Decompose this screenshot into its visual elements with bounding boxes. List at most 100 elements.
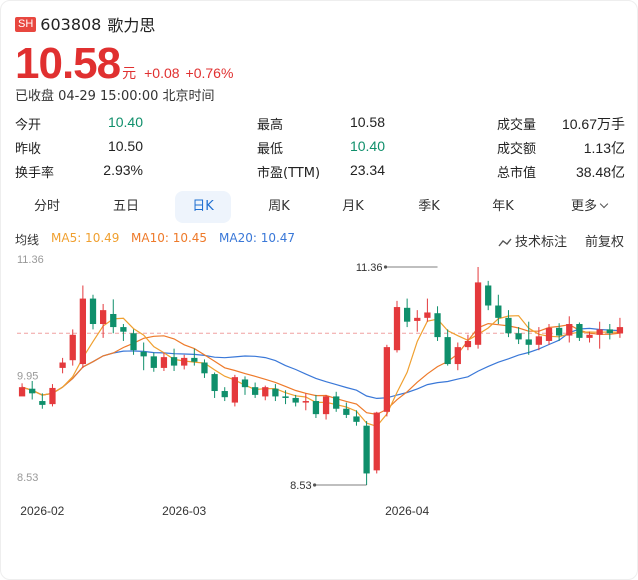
candle-body	[596, 329, 603, 335]
tab-quarterly-k[interactable]: 季K	[418, 199, 440, 214]
candle-body	[89, 298, 97, 325]
candle-body	[444, 337, 451, 365]
candle-body	[282, 396, 289, 398]
stat-value: 1.13亿	[583, 140, 625, 156]
candle-body	[272, 388, 279, 397]
stat-value: 10.58	[349, 114, 385, 130]
tab-more[interactable]: 更多	[557, 191, 621, 223]
ma-legend: 均线 MA5: 10.49 MA10: 10.45 MA20: 10.47	[15, 231, 627, 249]
candle-body	[18, 387, 26, 397]
tab-yearly-k[interactable]: 年K	[492, 199, 514, 214]
stat-value: 10.67万手	[561, 116, 625, 132]
candle-body	[525, 339, 532, 345]
candle-body	[292, 397, 299, 403]
candle-body	[69, 334, 76, 361]
candle-body	[464, 340, 472, 348]
candle-body	[454, 347, 461, 365]
stats-row: 换手率 2.93% 市盈(TTM) 23.34 总市值 38.48亿	[15, 159, 627, 181]
candle-body	[616, 327, 624, 334]
stat-value: 10.40	[349, 138, 385, 154]
candle-body	[211, 374, 218, 392]
stat-label: 今开	[15, 118, 42, 133]
candle-body	[576, 324, 583, 338]
candle-body	[231, 377, 239, 403]
candle-body	[29, 388, 36, 394]
stats-row: 今开 10.40 最高 10.58 成交量 10.67万手	[15, 111, 627, 133]
candle-body	[383, 347, 391, 412]
candle-body	[322, 396, 330, 415]
candle-body	[333, 396, 340, 409]
candle-body	[566, 324, 573, 336]
technical-annotation-label: 技术标注	[515, 235, 568, 250]
high-price-label: 11.36	[356, 262, 383, 274]
candle-body	[606, 329, 613, 334]
candle-body	[515, 333, 522, 340]
tab-intraday[interactable]: 分时	[33, 199, 60, 214]
candle-body	[434, 313, 441, 338]
x-axis-label: 2026-02	[20, 504, 64, 518]
candle-body	[474, 282, 482, 345]
y-axis-label: 11.36	[17, 254, 44, 266]
candle-body	[39, 401, 46, 405]
candle-body	[140, 351, 147, 357]
price-adjust-button[interactable]: 前复权	[585, 235, 625, 250]
tab-weekly-k[interactable]: 周K	[268, 199, 290, 214]
candle-body	[120, 327, 127, 332]
stat-label: 最高	[257, 118, 284, 133]
stat-label: 成交量	[497, 118, 537, 133]
stat-value: 10.40	[107, 114, 143, 130]
extreme-dot	[313, 483, 317, 487]
candle-body	[535, 336, 543, 345]
candle-body	[302, 401, 309, 403]
candle-body	[49, 387, 56, 405]
stock-header: SH 603808 歌力思	[15, 13, 155, 35]
stat-value: 2.93%	[103, 162, 143, 178]
candle-body	[79, 298, 87, 365]
candle-body	[485, 285, 492, 306]
candle-body	[241, 379, 249, 388]
tab-monthly-k[interactable]: 月K	[342, 199, 364, 214]
candle-body	[150, 356, 157, 368]
candle-body	[353, 416, 360, 422]
price-unit: 元	[122, 66, 137, 82]
tab-daily-k[interactable]: 日K	[175, 191, 231, 223]
candle-body	[110, 313, 117, 328]
candle-body	[393, 307, 401, 351]
ma10-line	[21, 322, 620, 416]
stat-value: 10.50	[107, 138, 143, 154]
candle-body	[191, 357, 198, 362]
price-row: 10.58 元 +0.08 +0.76%	[15, 39, 239, 89]
candle-body	[312, 401, 320, 415]
candle-body	[555, 327, 563, 336]
kline-chart[interactable]: 11.36 9.95 8.53 2026-02 2026-03 2026-04 11.36 8…	[1, 251, 638, 521]
stat-label: 昨收	[15, 142, 42, 157]
candle-body	[343, 408, 350, 415]
candle-body	[262, 387, 269, 397]
low-price-label: 8.53	[290, 480, 311, 492]
candle-body	[545, 327, 553, 341]
stat-label: 换手率	[15, 166, 55, 181]
current-price: 10.58	[15, 39, 121, 88]
ma20-line	[21, 327, 620, 400]
tab-more-label: 更多	[570, 199, 597, 214]
stock-code: 603808	[40, 14, 102, 34]
stat-label: 总市值	[497, 166, 537, 181]
ma5-value: MA5: 10.49	[51, 231, 120, 245]
candle-body	[251, 387, 259, 395]
candle-body	[181, 357, 188, 366]
period-tabs: 分时 五日 日K 周K 月K 季K 年K 更多	[1, 191, 638, 223]
stat-label: 成交额	[497, 142, 537, 157]
candle-body	[424, 312, 431, 318]
x-axis-label: 2026-03	[162, 504, 206, 518]
extreme-dot	[383, 265, 388, 269]
candle-body	[59, 362, 66, 368]
price-change-percent: +0.76%	[185, 65, 234, 81]
tab-five-day[interactable]: 五日	[112, 199, 139, 214]
candle-body	[160, 357, 168, 368]
stat-value: 23.34	[349, 162, 385, 178]
candle-body	[99, 310, 107, 325]
y-axis-label: 8.53	[17, 472, 38, 484]
technical-annotation-toggle[interactable]: 技术标注	[498, 231, 567, 250]
ma10-value: MA10: 10.45	[131, 231, 208, 245]
x-axis-label: 2026-04	[385, 504, 429, 518]
